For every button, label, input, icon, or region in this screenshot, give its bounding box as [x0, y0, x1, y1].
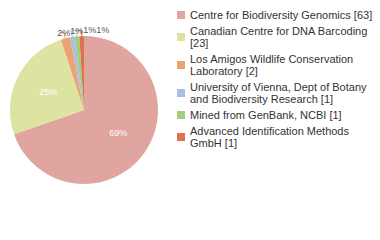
svg-text:Canadian Centre for DNA Barcod: Canadian Centre for DNA Barcoding — [190, 25, 370, 37]
svg-text:Laboratory [2]: Laboratory [2] — [190, 65, 258, 77]
svg-text:University of Vienna, Dept of: University of Vienna, Dept of Botany — [190, 81, 370, 93]
svg-text:Mined from GenBank, NCBI [1]: Mined from GenBank, NCBI [1] — [190, 109, 342, 121]
svg-text:GmbH [1]: GmbH [1] — [190, 137, 237, 149]
svg-text:and Biodiversity Research [1]: and Biodiversity Research [1] — [190, 93, 333, 105]
svg-text:Los Amigos Wildlife Conservati: Los Amigos Wildlife Conservation — [190, 53, 356, 65]
svg-text:1%: 1% — [83, 25, 96, 35]
svg-text:Centre for Biodiversity Genomi: Centre for Biodiversity Genomics [63] — [190, 9, 372, 21]
svg-text:25%: 25% — [39, 87, 57, 97]
svg-text:1%: 1% — [96, 25, 109, 35]
svg-text:[23]: [23] — [190, 37, 208, 49]
svg-text:1%: 1% — [70, 26, 83, 36]
svg-text:69%: 69% — [109, 128, 127, 138]
svg-text:2%: 2% — [57, 28, 70, 38]
svg-text:Advanced Identification Method: Advanced Identification Methods — [190, 125, 352, 137]
